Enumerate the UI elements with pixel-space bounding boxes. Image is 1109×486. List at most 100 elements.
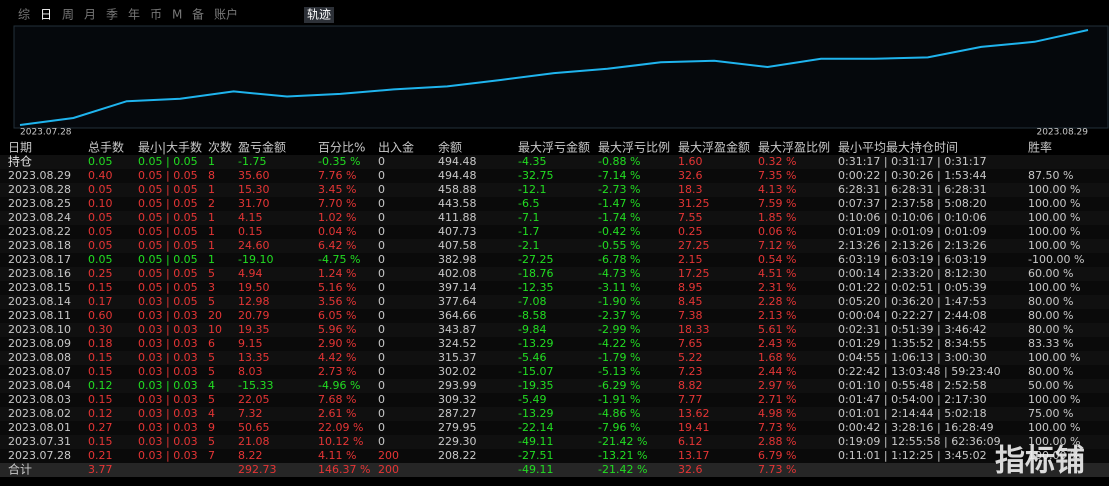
- cell: 5: [208, 365, 215, 378]
- cell: 0: [378, 309, 385, 322]
- cell: 2.61 %: [318, 407, 356, 420]
- cell: 0:19:09 | 12:55:58 | 62:36:09: [838, 435, 1001, 448]
- cell: 200: [378, 449, 399, 462]
- cell: 0.27: [88, 421, 113, 434]
- cell: 1: [208, 253, 215, 266]
- cell: -4.86 %: [598, 407, 640, 420]
- cell: 32.6: [678, 463, 703, 476]
- cell: 200: [378, 463, 399, 476]
- cell: -21.42 %: [598, 435, 647, 448]
- tab[interactable]: M: [172, 8, 182, 22]
- cell: 0.03 | 0.03: [138, 435, 198, 448]
- tab[interactable]: 综: [18, 8, 30, 22]
- cell: -4.73 %: [598, 267, 640, 280]
- cell: -5.13 %: [598, 365, 640, 378]
- watermark: 指标铺: [995, 444, 1085, 479]
- column-header: 最大浮盈金额: [678, 140, 750, 155]
- column-header: 出入金: [378, 140, 414, 155]
- cell: 5.61 %: [758, 323, 796, 336]
- tab[interactable]: 年: [128, 8, 140, 22]
- cell: -15.33: [238, 379, 273, 392]
- tab[interactable]: 备: [192, 8, 204, 22]
- cell: 7.77: [678, 393, 703, 406]
- cell: 80.00 %: [1028, 365, 1073, 378]
- cell: 2.90 %: [318, 337, 356, 350]
- cell: 0.17: [88, 295, 113, 308]
- cell: 7.65: [678, 337, 703, 350]
- cell: 0.15: [88, 393, 113, 406]
- cell: 10.12 %: [318, 435, 363, 448]
- cell: 0.05 | 0.05: [138, 239, 198, 252]
- cell: 7.55: [678, 211, 703, 224]
- cell: 4.98 %: [758, 407, 796, 420]
- cell: 0: [378, 435, 385, 448]
- cell: 0.03 | 0.03: [138, 449, 198, 462]
- cell: 0.15: [88, 435, 113, 448]
- active-tab[interactable]: 轨迹: [307, 8, 331, 22]
- cell: 87.50 %: [1028, 169, 1073, 182]
- cell: -100.00 %: [1028, 253, 1084, 266]
- cell: 4.15: [238, 211, 263, 224]
- cell: -2.99 %: [598, 323, 640, 336]
- cell: 13.17: [678, 449, 710, 462]
- cell: 1.60: [678, 155, 703, 168]
- cell: 0:05:20 | 0:36:20 | 1:47:53: [838, 295, 987, 308]
- cell: 1: [208, 225, 215, 238]
- cell: 2: [208, 197, 215, 210]
- column-header: 最小|大手数: [138, 140, 202, 155]
- column-header: 最大浮亏比例: [598, 141, 670, 155]
- cell: 7.70 %: [318, 197, 356, 210]
- cell: 377.64: [438, 295, 477, 308]
- tab[interactable]: 币: [150, 8, 162, 22]
- cell: 0.03 | 0.03: [138, 323, 198, 336]
- tab[interactable]: 账户: [214, 7, 238, 22]
- cell: 5: [208, 435, 215, 448]
- cell: 5: [208, 295, 215, 308]
- cell: 35.60: [238, 169, 270, 182]
- row-bg: [0, 169, 1109, 183]
- cell: 7.35 %: [758, 169, 796, 182]
- cell: -49.11: [518, 463, 553, 476]
- cell: 2.97 %: [758, 379, 796, 392]
- cell: 494.48: [438, 169, 477, 182]
- tab[interactable]: 季: [106, 8, 118, 22]
- cell: 0:01:10 | 0:55:48 | 2:52:58: [838, 379, 987, 392]
- cell: 7.68 %: [318, 393, 356, 406]
- row-bg: [0, 239, 1109, 253]
- cell: 0: [378, 407, 385, 420]
- cell: 3.45 %: [318, 183, 356, 196]
- cell: -8.58: [518, 309, 546, 322]
- cell: 18.33: [678, 323, 710, 336]
- cell: 2023.08.14: [8, 295, 71, 308]
- cell: 0:00:04 | 0:22:27 | 2:44:08: [838, 309, 987, 322]
- cell: 0.05 | 0.05: [138, 253, 198, 266]
- cell: -6.29 %: [598, 379, 640, 392]
- cell: 31.25: [678, 197, 710, 210]
- cell: 18.3: [678, 183, 703, 196]
- cell: 0.05: [88, 225, 113, 238]
- cell: 0:01:29 | 1:35:52 | 8:34:55: [838, 337, 987, 350]
- row-bg: [0, 351, 1109, 365]
- tab[interactable]: 周: [62, 8, 74, 22]
- cell: 0.05: [88, 211, 113, 224]
- cell: 0: [378, 183, 385, 196]
- cell: 12.98: [238, 295, 270, 308]
- row-bg: [0, 393, 1109, 407]
- cell: 0.05 | 0.05: [138, 169, 198, 182]
- cell: 2.15: [678, 253, 703, 266]
- tab[interactable]: 日: [40, 8, 52, 22]
- cell: 0.30: [88, 323, 113, 336]
- cell: 6: [208, 337, 215, 350]
- tab[interactable]: 月: [84, 8, 96, 22]
- column-header: 胜率: [1028, 140, 1052, 155]
- cell: -5.46: [518, 351, 546, 364]
- cell: 2023.08.11: [8, 309, 71, 322]
- cell: -7.08: [518, 295, 546, 308]
- cell: 7.73 %: [758, 463, 796, 476]
- cell: 50.00 %: [1028, 379, 1073, 392]
- cell: 6.42 %: [318, 239, 356, 252]
- cell: 0:01:09 | 0:01:09 | 0:01:09: [838, 225, 987, 238]
- cell: 0:01:22 | 0:02:51 | 0:05:39: [838, 281, 987, 294]
- cell: 0.21: [88, 449, 113, 462]
- cell: 1.85 %: [758, 211, 796, 224]
